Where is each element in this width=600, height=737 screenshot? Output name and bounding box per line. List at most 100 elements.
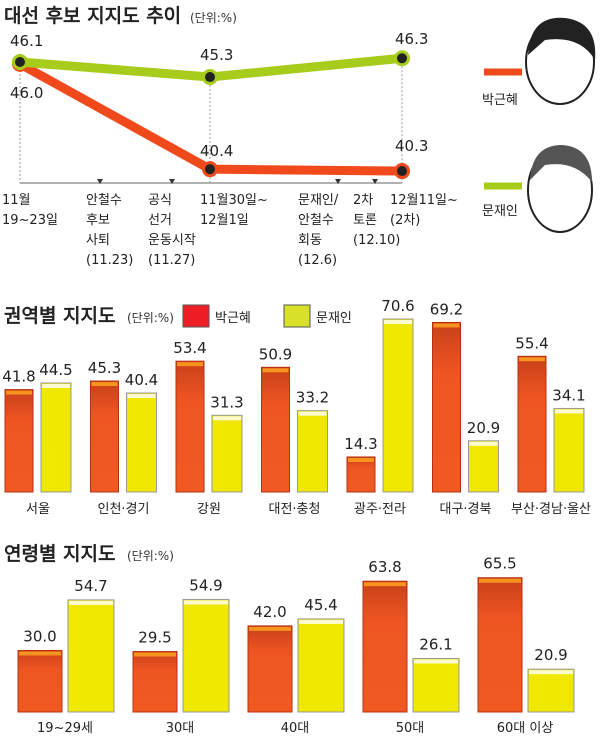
x-tick-label: 11월30일~ xyxy=(200,193,268,208)
legend-swatch-moon xyxy=(283,304,311,328)
bar-moon xyxy=(182,598,230,713)
bar-value-label: 53.4 xyxy=(173,339,206,357)
unit-label: (단위:%) xyxy=(190,11,237,25)
data-point xyxy=(397,166,407,177)
bar-park xyxy=(517,355,547,493)
x-tick-label: 12월1일 xyxy=(200,213,249,228)
category-label: 대전·충청 xyxy=(269,502,321,517)
bar-cap xyxy=(555,409,583,414)
bar-park xyxy=(175,360,205,493)
data-label: 40.4 xyxy=(200,142,233,160)
event-label: 후보 xyxy=(86,213,110,228)
bar-moon xyxy=(67,599,115,713)
event-marker xyxy=(169,179,175,184)
bar-value-label: 20.9 xyxy=(467,419,500,437)
bar-park xyxy=(247,625,293,713)
data-label: 46.0 xyxy=(10,84,43,102)
bar-value-label: 40.4 xyxy=(125,371,158,389)
bar-cap xyxy=(364,582,406,587)
bar-cap xyxy=(299,619,343,624)
bar-cap xyxy=(348,457,374,462)
category-label: 30대 xyxy=(166,721,195,736)
bar-moon xyxy=(382,318,414,493)
data-label: 46.1 xyxy=(10,32,43,50)
bar-park xyxy=(362,580,408,713)
unit-label: (단위:%) xyxy=(127,549,174,563)
bar-value-label: 65.5 xyxy=(483,555,516,573)
data-label: 46.3 xyxy=(395,30,428,48)
event-label: 공식 xyxy=(148,193,172,208)
bar-cap xyxy=(519,357,545,362)
bar-value-label: 44.5 xyxy=(39,361,72,379)
bar-cap xyxy=(529,670,573,675)
event-label: 안철수 xyxy=(86,193,122,208)
bar-value-label: 14.3 xyxy=(344,435,377,453)
bar-value-label: 69.2 xyxy=(430,300,463,318)
legend-label-moon: 문재인 xyxy=(482,204,518,219)
bar-value-label: 50.9 xyxy=(259,345,292,363)
x-tick-label: 19~23일 xyxy=(2,213,58,228)
bar-value-label: 34.1 xyxy=(552,386,585,404)
bar-park xyxy=(346,456,376,493)
bar-cap xyxy=(433,323,460,328)
x-tick-label: (2차) xyxy=(390,213,420,228)
bar-park xyxy=(17,650,63,713)
bar-value-label: 63.8 xyxy=(368,558,401,576)
bar-cap xyxy=(19,651,61,656)
bar-value-label: 54.7 xyxy=(74,577,107,595)
chart-title: 대선 후보 지지도 추이 xyxy=(4,5,181,27)
bar-cap xyxy=(249,626,291,631)
bar-value-label: 30.0 xyxy=(23,628,56,646)
bar-value-label: 29.5 xyxy=(138,629,171,647)
bar-cap xyxy=(127,394,156,399)
bar-moon xyxy=(412,657,460,713)
bar-value-label: 45.3 xyxy=(88,359,121,377)
event-label: (11.23) xyxy=(86,253,133,268)
event-label: 운동시작 xyxy=(148,233,196,248)
bar-value-label: 54.9 xyxy=(189,576,222,594)
event-label: (12.6) xyxy=(298,253,337,268)
bar-cap xyxy=(42,383,70,388)
data-point xyxy=(205,72,215,83)
bar-cap xyxy=(184,600,228,605)
category-label: 50대 xyxy=(396,721,425,736)
category-label: 광주·전라 xyxy=(354,502,406,517)
event-label: 선거 xyxy=(148,213,172,228)
x-tick-label: 12월11일~ xyxy=(390,193,458,208)
data-label: 45.3 xyxy=(200,46,233,64)
event-label: 회동 xyxy=(298,233,322,248)
bar-value-label: 41.8 xyxy=(2,368,35,386)
event-label: 2차 xyxy=(353,193,373,208)
bar-value-label: 70.6 xyxy=(381,297,414,315)
category-label: 강원 xyxy=(197,502,221,517)
bar-value-label: 33.2 xyxy=(296,389,329,407)
data-label: 40.3 xyxy=(395,137,428,155)
bar-value-label: 20.9 xyxy=(534,646,567,664)
chart-title: 연령별 지지도 xyxy=(4,543,116,565)
bar-value-label: 45.4 xyxy=(304,596,337,614)
bar-moon xyxy=(126,392,157,493)
bar-moon xyxy=(468,440,499,493)
data-point xyxy=(205,164,215,175)
bar-cap xyxy=(177,362,203,367)
bar-value-label: 42.0 xyxy=(253,603,286,621)
bar-park xyxy=(4,389,34,493)
bar-cap xyxy=(262,368,289,373)
bar-park xyxy=(261,366,290,493)
portrait-park-hair xyxy=(528,17,596,60)
bar-moon xyxy=(527,668,575,713)
bar-value-label: 55.4 xyxy=(515,334,548,352)
bar-cap xyxy=(213,416,241,421)
data-point xyxy=(15,57,25,67)
bar-value-label: 31.3 xyxy=(210,393,243,411)
category-label: 19~29세 xyxy=(37,721,93,736)
bar-park xyxy=(90,380,119,493)
event-marker xyxy=(372,179,378,184)
bar-cap xyxy=(91,382,118,387)
bar-park xyxy=(132,651,178,713)
unit-label: (단위:%) xyxy=(127,311,174,325)
event-marker xyxy=(97,179,103,184)
bar-moon xyxy=(297,618,345,713)
bar-cap xyxy=(414,659,458,664)
bar-cap xyxy=(384,320,412,325)
